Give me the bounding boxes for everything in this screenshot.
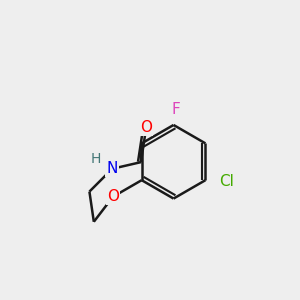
Text: Cl: Cl xyxy=(219,174,234,189)
Text: N: N xyxy=(106,161,118,176)
Text: O: O xyxy=(140,120,152,135)
Text: O: O xyxy=(107,189,119,204)
Text: H: H xyxy=(91,152,101,166)
Text: F: F xyxy=(172,102,180,117)
